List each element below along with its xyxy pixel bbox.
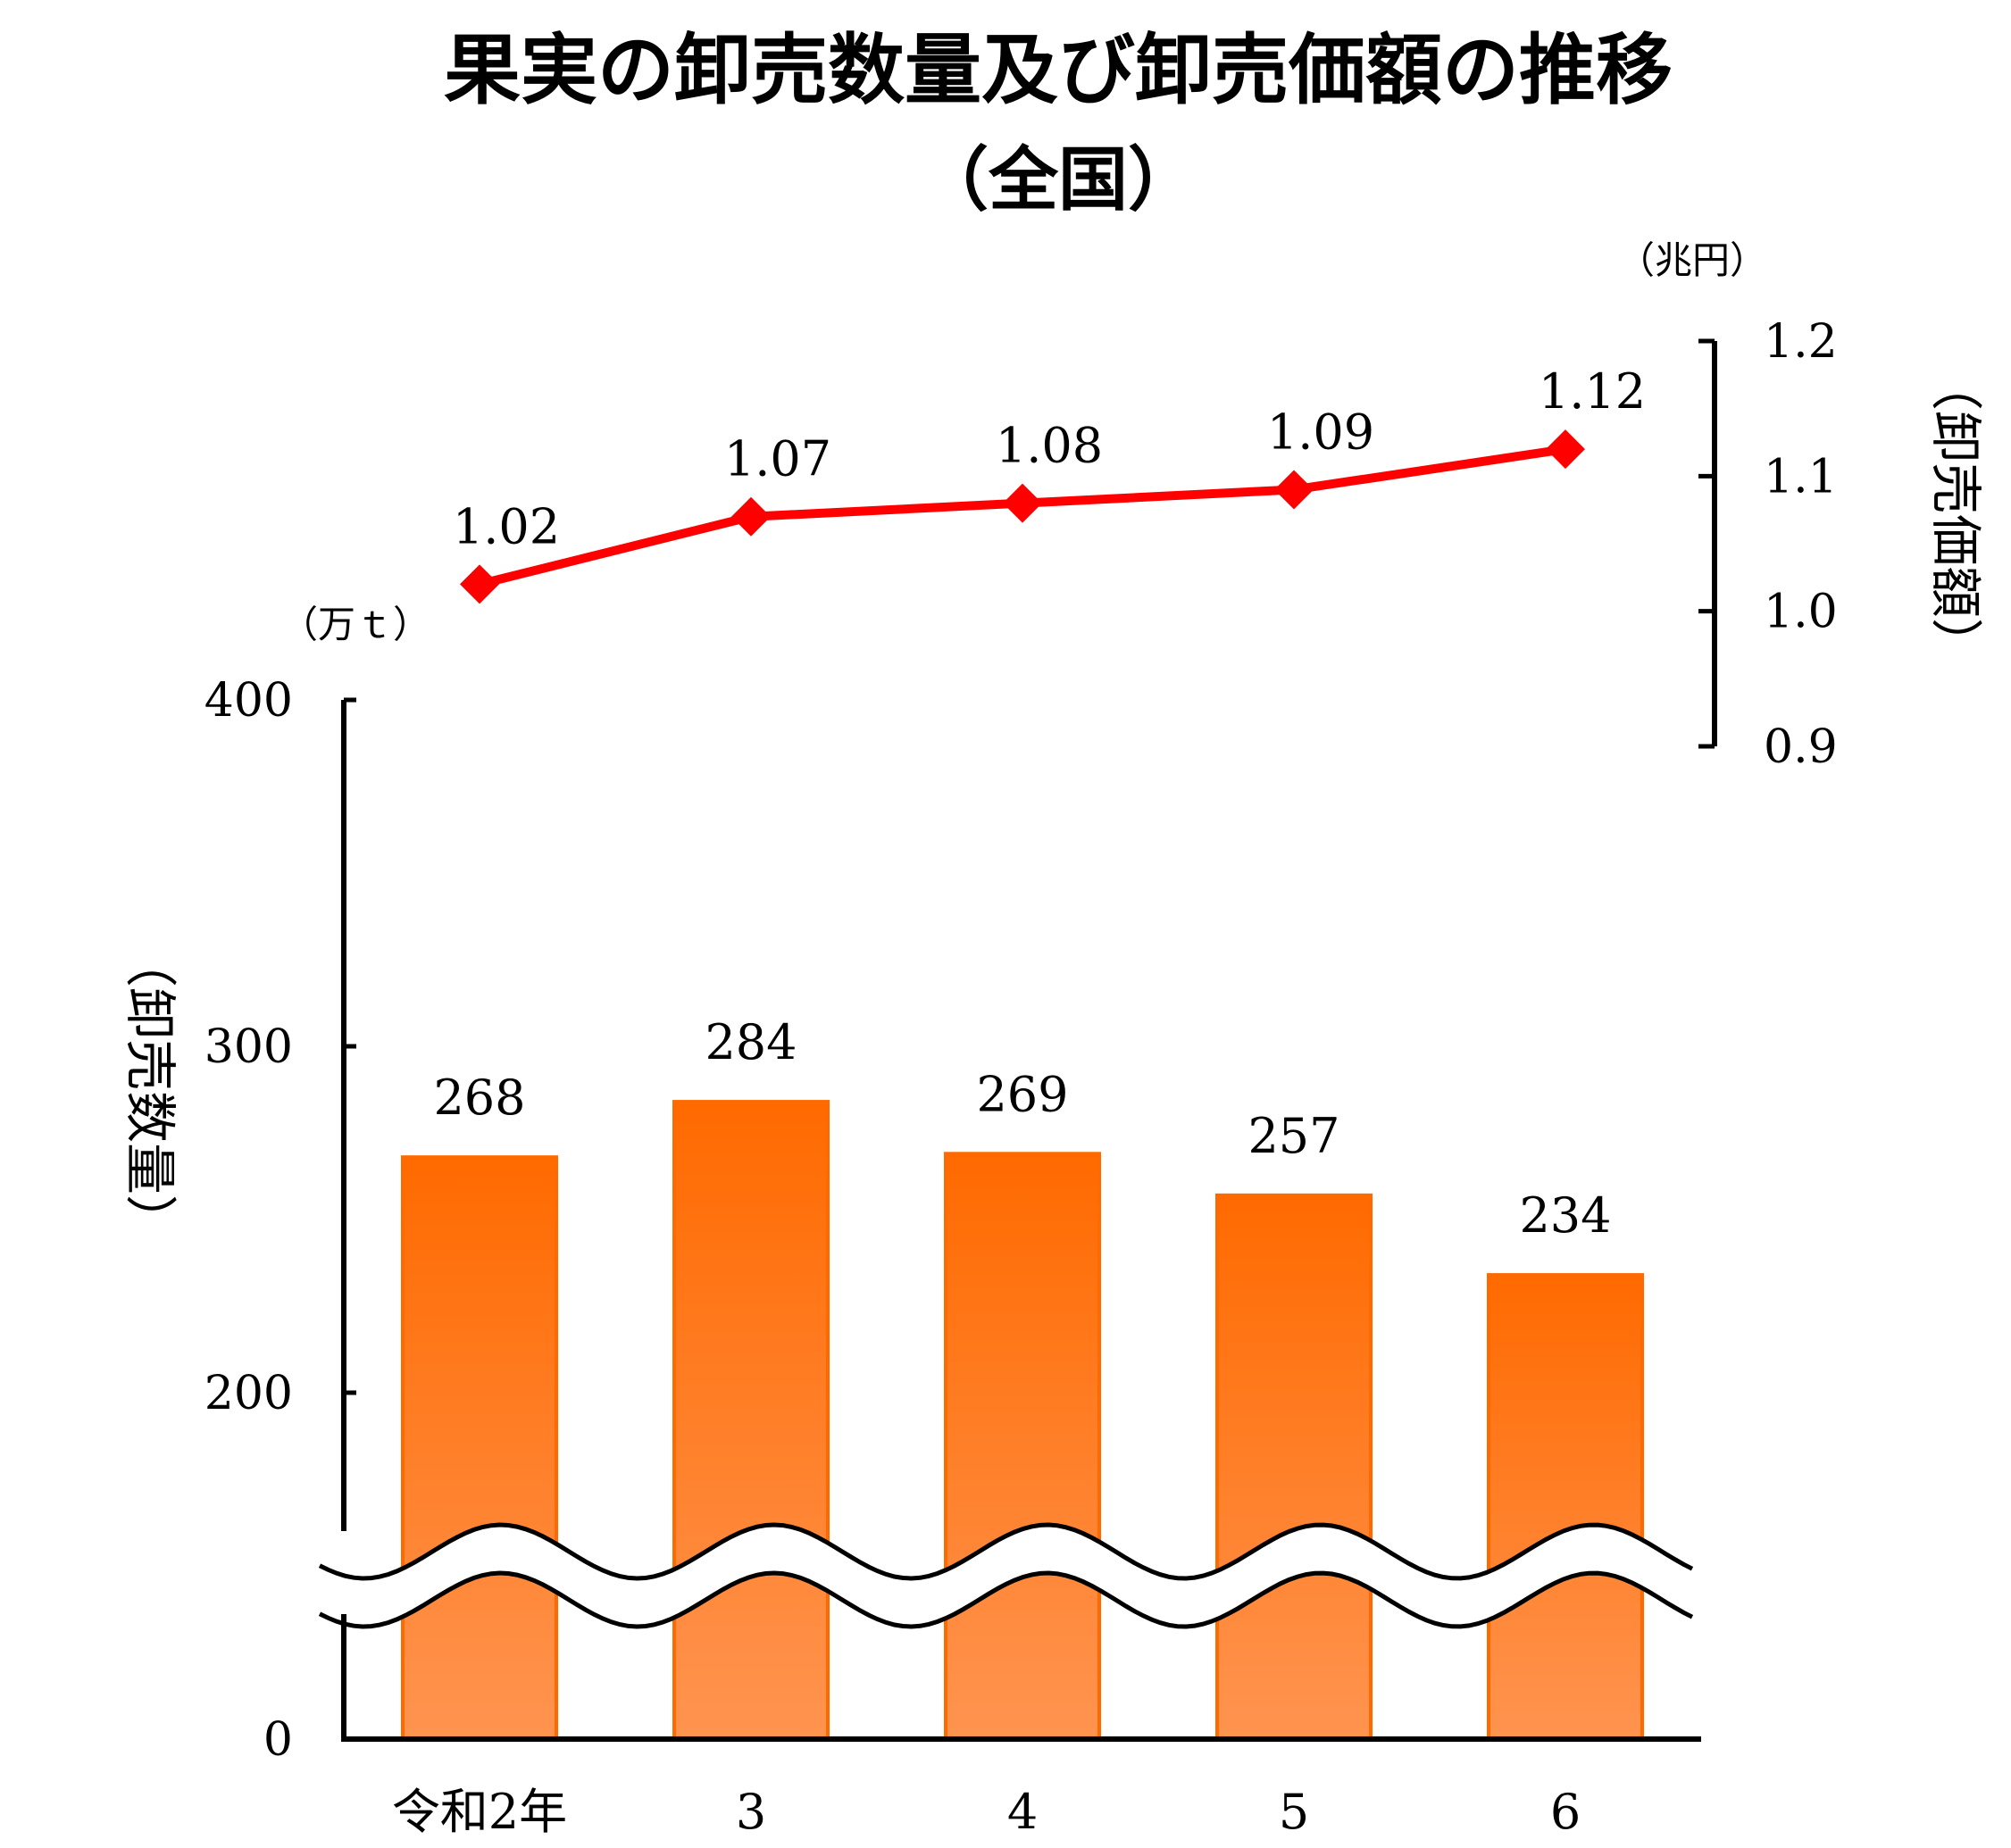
line-data-label: 1.07 — [724, 431, 831, 487]
left-axis-tick-label: 0 — [263, 1713, 293, 1767]
bar — [672, 1100, 830, 1741]
x-axis: 令和2年 3 4 5 6 — [341, 1736, 1701, 1840]
right-axis-tick-label: 1.2 — [1764, 315, 1838, 369]
left-axis-label: （卸売数量） — [120, 936, 180, 1246]
right-axis-tick-label: 0.9 — [1764, 720, 1838, 774]
axis-break-lower-wave — [318, 1570, 1694, 1629]
bar-data-label: 257 — [1247, 1108, 1339, 1164]
bar-data-label: 234 — [1519, 1187, 1611, 1244]
line-data-label: 1.08 — [996, 418, 1103, 474]
left-axis: 0 200 300 400 — [204, 674, 356, 1767]
line-data-label: 1.09 — [1267, 404, 1374, 460]
axis-break — [318, 1522, 1694, 1629]
line-data-label: 1.02 — [453, 498, 560, 554]
chart-title: 果実の卸売数量及び卸売価額の推移 — [444, 26, 1673, 115]
line-series: 1.02 1.07 1.08 1.09 1.12 — [453, 363, 1646, 604]
line-marker — [1003, 483, 1042, 523]
x-axis-tick-label: 3 — [736, 1784, 766, 1840]
axis-break-band — [320, 1525, 1692, 1627]
bar-data-label: 269 — [976, 1066, 1068, 1122]
bar — [1487, 1273, 1644, 1741]
chart-subtitle: （全国） — [919, 140, 1197, 221]
bar-group: 268 284 269 257 234 — [401, 1014, 1644, 1742]
right-axis-unit: （兆円） — [1617, 238, 1767, 282]
left-axis-tick-label: 400 — [204, 674, 293, 728]
right-axis-label: （卸売価額） — [1925, 359, 1986, 670]
bar-data-label: 284 — [705, 1014, 797, 1070]
axis-break-upper-wave — [318, 1522, 1694, 1581]
right-axis-tick-label: 1.0 — [1764, 586, 1838, 639]
left-axis-tick-label: 300 — [204, 1020, 293, 1074]
x-axis-tick-label: 4 — [1007, 1784, 1038, 1840]
right-axis-tick-label: 1.1 — [1764, 450, 1838, 504]
x-axis-tick-label: 6 — [1550, 1784, 1581, 1840]
line-marker — [1274, 470, 1314, 510]
line-marker — [731, 496, 771, 537]
x-axis-tick-label: 5 — [1279, 1784, 1309, 1840]
left-axis-unit: （万ｔ） — [280, 603, 430, 646]
right-axis: 0.9 1.0 1.1 1.2 — [1698, 315, 1838, 774]
left-axis-tick-label: 200 — [204, 1367, 293, 1420]
line-data-label: 1.12 — [1539, 363, 1646, 420]
bar — [401, 1155, 558, 1742]
bar — [944, 1152, 1101, 1741]
line-marker — [1546, 429, 1585, 470]
x-axis-tick-label: 令和2年 — [392, 1784, 567, 1840]
bar — [1215, 1193, 1373, 1741]
line-marker — [460, 564, 499, 604]
bar-data-label: 268 — [433, 1070, 525, 1126]
